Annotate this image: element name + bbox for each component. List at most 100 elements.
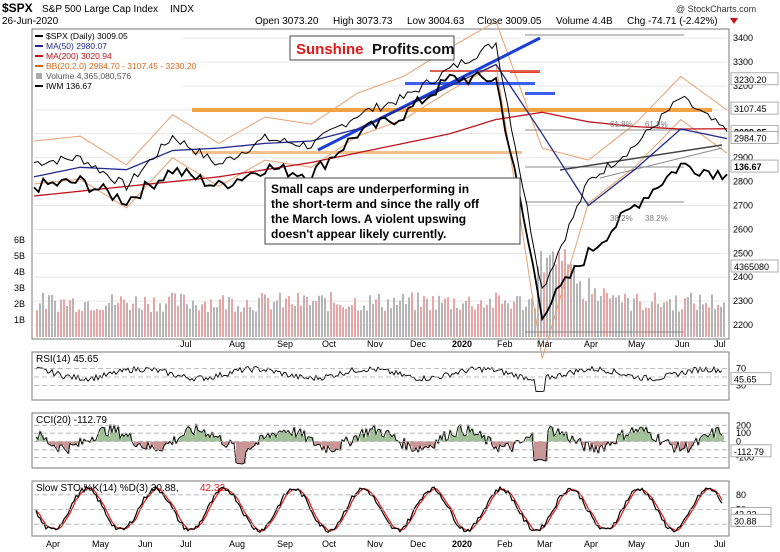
volume-bar	[255, 311, 257, 337]
legend-entry: Volume 4,365,080,576	[46, 71, 131, 81]
cci-fill-bar	[58, 441, 60, 452]
volume-bar	[426, 298, 428, 337]
cci-fill-bar	[352, 441, 354, 444]
cci-fill-bar	[252, 441, 254, 448]
cci-fill-bar	[38, 439, 40, 442]
cci-fill-bar	[144, 441, 146, 449]
cci-fill-bar	[492, 441, 494, 446]
cci-fill-bar	[436, 439, 438, 442]
cci-fill-bar	[364, 437, 366, 442]
volume-bar	[297, 293, 299, 337]
support-line-blue	[405, 82, 535, 85]
cci-fill-bar	[272, 433, 274, 442]
volume-bar	[393, 297, 395, 337]
cci-fill-bar	[560, 434, 562, 442]
price-tick-label: 2600	[733, 224, 753, 234]
volume-bar	[657, 303, 659, 337]
cci-fill-bar	[258, 441, 260, 445]
cci-fill-bar	[578, 440, 580, 442]
volume-bar	[612, 295, 614, 337]
cci-fill-bar	[554, 435, 556, 442]
cci-fill-bar	[248, 441, 250, 449]
cci-fill-bar	[354, 436, 356, 442]
cci-fill-bar	[72, 441, 74, 445]
volume-bar	[330, 292, 332, 337]
cci-fill-bar	[478, 434, 480, 442]
cci-fill-bar	[462, 432, 464, 442]
cci-fill-bar	[214, 437, 216, 442]
volume-bar	[498, 295, 500, 337]
price-tick-label: 2200	[733, 320, 753, 330]
cci-fill-bar	[310, 437, 312, 442]
cci-fill-bar	[60, 441, 62, 446]
cci-fill-bar	[210, 437, 212, 442]
month-label: Jun	[138, 539, 153, 549]
volume-bar	[348, 306, 350, 337]
volume-bar	[63, 299, 65, 337]
cci-fill-bar	[180, 437, 182, 442]
volume-bar	[510, 308, 512, 337]
cci-fill-bar	[112, 432, 114, 442]
cci-fill-bar	[388, 430, 390, 442]
cci-fill-bar	[152, 441, 154, 446]
cci-fill-bar	[186, 429, 188, 442]
cci-fill-bar	[640, 427, 642, 442]
annotation-line-2: the short-term and since the rally off	[271, 197, 480, 211]
volume-bar	[411, 292, 413, 337]
cci-fill-bar	[508, 441, 510, 444]
cci-fill-bar	[424, 441, 426, 448]
volume-bar	[69, 300, 71, 337]
cci-fill-bar	[138, 441, 140, 445]
cci-fill-bar	[100, 428, 102, 442]
volume-bar	[672, 310, 674, 337]
volume-bar	[405, 304, 407, 337]
volume-tick-label: 1B	[14, 315, 25, 325]
volume-bar	[702, 304, 704, 337]
cci-fill-bar	[542, 441, 544, 460]
price-tick-label: 2500	[733, 248, 753, 258]
cci-fill-bar	[284, 429, 286, 442]
cci-fill-bar	[362, 429, 364, 442]
volume-bar	[531, 298, 533, 337]
cci-fill-bar	[178, 439, 180, 442]
cci-fill-bar	[376, 434, 378, 442]
cci-fill-bar	[274, 433, 276, 442]
price-tag	[730, 72, 779, 86]
cci-fill-bar	[708, 436, 710, 442]
month-label: Mar	[537, 539, 553, 549]
volume-bar	[57, 311, 59, 337]
volume-bar	[720, 306, 722, 337]
volume-bar	[372, 303, 374, 337]
cci-fill-bar	[256, 441, 258, 443]
volume-bar	[321, 295, 323, 337]
cci-line	[35, 422, 723, 465]
month-label: Jul	[714, 539, 726, 549]
cci-fill-bar	[366, 428, 368, 442]
cci-fill-bar	[698, 441, 700, 445]
cci-fill-bar	[322, 441, 324, 451]
cci-fill-bar	[188, 426, 190, 442]
volume-bar	[144, 296, 146, 337]
cci-fill-bar	[268, 433, 270, 442]
month-label: Aug	[229, 339, 245, 349]
volume-bar	[723, 302, 725, 337]
cci-fill-bar	[426, 441, 428, 447]
month-label: May	[628, 339, 646, 349]
volume-bar	[546, 257, 548, 337]
volume-bar	[708, 307, 710, 337]
volume-bar	[399, 300, 401, 337]
cci-fill-bar	[510, 441, 512, 449]
volume-bar	[258, 297, 260, 337]
volume-bar	[150, 311, 152, 337]
cci-fill-bar	[134, 441, 136, 446]
volume-bar	[315, 300, 317, 337]
sto-k-line	[35, 485, 723, 534]
volume-bar	[597, 300, 599, 337]
cci-fill-bar	[466, 435, 468, 442]
cci-fill-bar	[632, 427, 634, 442]
price-tick-label: 2300	[733, 296, 753, 306]
volume-bar	[462, 303, 464, 337]
cci-fill-bar	[598, 441, 600, 453]
cci-fill-bar	[562, 431, 564, 442]
price-tag-label: 2984.70	[734, 133, 767, 143]
